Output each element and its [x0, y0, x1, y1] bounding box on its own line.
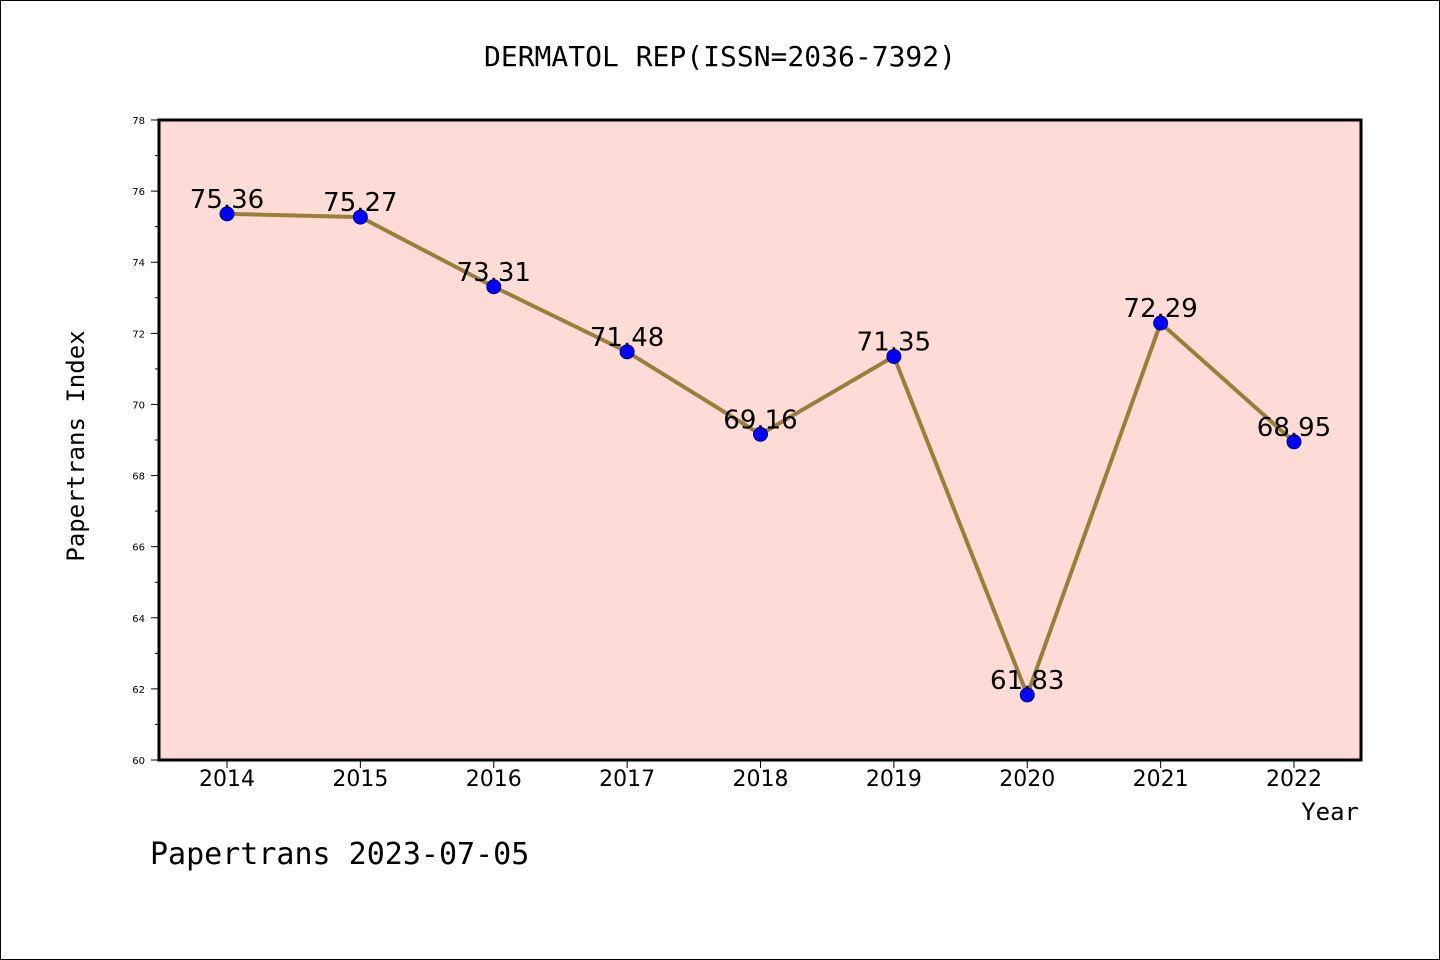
- data-label: 61.83: [990, 666, 1064, 696]
- y-tick-label: 78: [132, 116, 145, 127]
- data-label: 73.31: [457, 258, 531, 288]
- x-tick-label: 2017: [599, 767, 655, 792]
- data-label: 69.16: [723, 405, 797, 435]
- data-label: 75.27: [323, 188, 397, 218]
- chart-title: DERMATOL REP(ISSN=2036-7392): [484, 40, 956, 73]
- y-tick-label: 70: [132, 400, 145, 411]
- x-tick-label: 2014: [199, 767, 255, 792]
- y-axis-label: Papertrans Index: [62, 330, 90, 561]
- x-tick-label: 2015: [332, 767, 388, 792]
- data-point: [1019, 687, 1035, 703]
- y-axis-ticks: 60 62 64 66 68 70 72 74 76 78: [132, 116, 159, 767]
- x-tick-label: 2016: [466, 767, 522, 792]
- x-axis-label: Year: [1301, 798, 1359, 826]
- x-tick-label: 2019: [866, 767, 922, 792]
- data-label: 71.48: [590, 323, 664, 353]
- data-point: [1153, 315, 1169, 331]
- y-tick-label: 72: [132, 329, 145, 340]
- data-point: [486, 279, 502, 295]
- data-point: [219, 206, 235, 222]
- y-tick-label: 60: [132, 756, 145, 767]
- data-labels: 75.36 75.27 73.31 71.48 69.16 71.35 61.83 72.29…: [190, 185, 1331, 696]
- x-tick-label: 2021: [1133, 767, 1189, 792]
- footer-text: Papertrans 2023-07-05: [150, 837, 529, 872]
- data-label: 72.29: [1123, 294, 1197, 324]
- plot-border: [157, 118, 1363, 762]
- y-tick-label: 62: [132, 685, 145, 696]
- data-point: [619, 344, 635, 360]
- data-label: 71.35: [857, 327, 931, 357]
- data-label: 68.95: [1257, 413, 1331, 443]
- data-point: [352, 209, 368, 225]
- x-tick-label: 2018: [733, 767, 789, 792]
- y-tick-label: 68: [132, 472, 145, 483]
- y-tick-label: 74: [132, 258, 145, 269]
- x-tick-label: 2022: [1266, 767, 1322, 792]
- x-tick-label: 2020: [999, 767, 1055, 792]
- y-tick-label: 64: [132, 614, 145, 625]
- data-label: 75.36: [190, 185, 264, 215]
- data-point: [1286, 434, 1302, 450]
- data-point: [753, 426, 768, 442]
- data-point: [886, 348, 902, 364]
- y-tick-label: 76: [132, 187, 145, 198]
- y-tick-label: 66: [132, 543, 145, 554]
- data-points: [219, 206, 1302, 703]
- x-axis-ticks: 2014 2015 2016 2017 2018 2019 2020 2021 2022: [199, 760, 1322, 792]
